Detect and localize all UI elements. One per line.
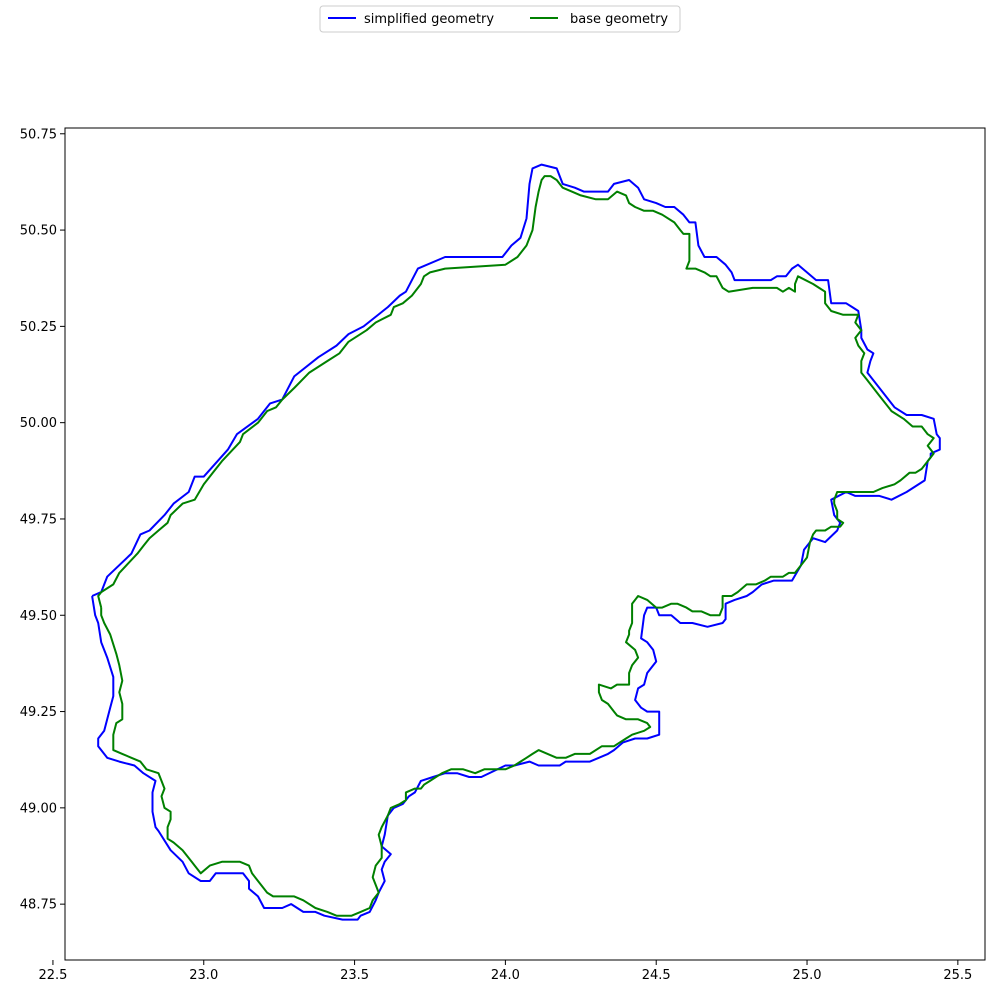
y-tick-label: 49.00 bbox=[20, 801, 57, 816]
y-tick-label: 50.00 bbox=[20, 416, 57, 431]
y-tick-label: 49.25 bbox=[20, 705, 57, 720]
y-axis: 48.75 49.00 49.25 49.50 49.75 50.00 50.25 50.50… bbox=[20, 127, 65, 913]
x-tick-label: 24.0 bbox=[491, 968, 520, 983]
legend-frame bbox=[319, 5, 681, 33]
x-tick-label: 23.0 bbox=[189, 968, 218, 983]
series-line-base-geometry bbox=[97, 175, 935, 917]
series-line-simplified-geometry bbox=[91, 163, 941, 921]
legend: simplified geometry base geometry bbox=[319, 5, 681, 33]
x-tick-label: 25.0 bbox=[793, 968, 822, 983]
legend-label-simplified: simplified geometry bbox=[364, 12, 494, 27]
axes-frame bbox=[64, 127, 986, 961]
legend-label-base: base geometry bbox=[570, 12, 668, 27]
x-tick-label: 24.5 bbox=[642, 968, 671, 983]
series-layer bbox=[91, 163, 941, 921]
x-tick-label: 23.5 bbox=[340, 968, 369, 983]
x-tick-label: 25.5 bbox=[943, 968, 972, 983]
y-tick-label: 48.75 bbox=[20, 898, 57, 913]
x-tick-label: 22.5 bbox=[38, 968, 67, 983]
y-tick-label: 49.75 bbox=[20, 512, 57, 527]
y-tick-label: 50.25 bbox=[20, 320, 57, 335]
x-axis: 22.5 23.0 23.5 24.0 24.5 25.0 25.5 bbox=[38, 960, 972, 983]
y-tick-label: 50.50 bbox=[20, 224, 57, 239]
y-tick-label: 50.75 bbox=[20, 127, 57, 142]
y-tick-label: 49.50 bbox=[20, 609, 57, 624]
